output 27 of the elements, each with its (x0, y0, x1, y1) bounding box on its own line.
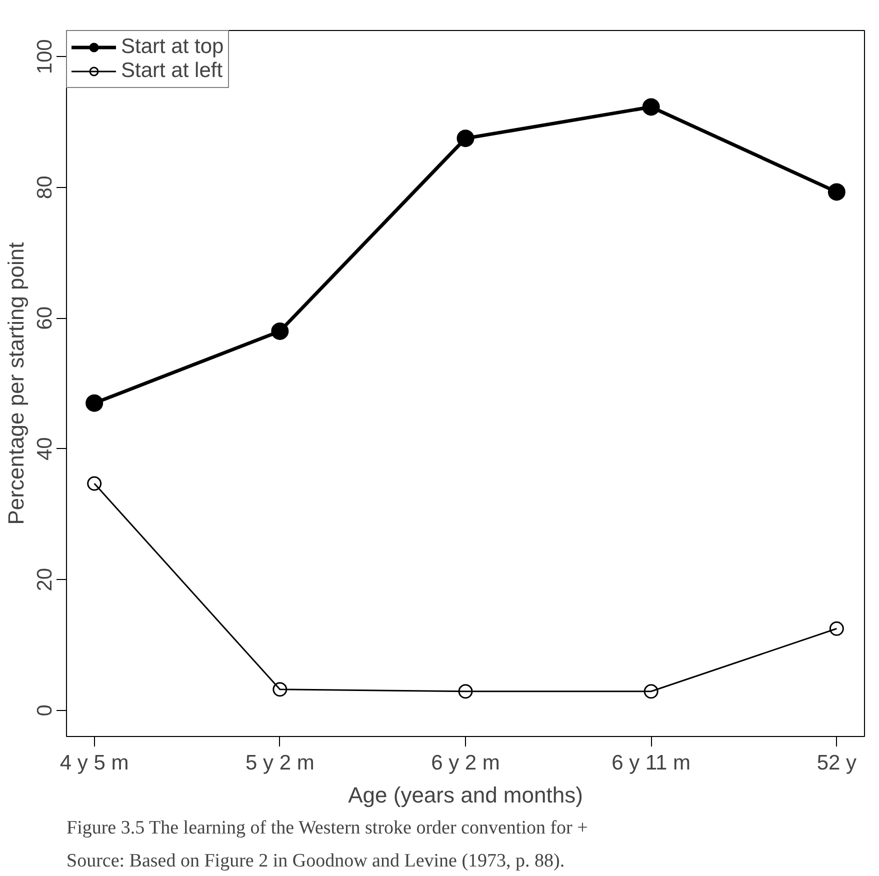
point (86, 394, 104, 412)
x-tick-label: 52 y (816, 752, 858, 774)
point (642, 98, 660, 116)
y-tick-label: 100 (34, 39, 56, 74)
point (456, 130, 474, 148)
x-tick-label: 6 y 2 m (431, 752, 500, 774)
point (272, 682, 288, 697)
x-tick-label: 5 y 2 m (245, 752, 314, 774)
caption: Figure 3.5 The learning of the Western stroke order convention for + (66, 818, 588, 838)
point (271, 322, 289, 340)
point (458, 684, 473, 699)
x-tick-label: 4 y 5 m (60, 752, 129, 774)
point (644, 684, 658, 699)
y-tick-label: 40 (34, 437, 56, 461)
point (829, 621, 844, 636)
y-tick-label: 0 (34, 704, 56, 716)
legend-label: Start at left (121, 59, 223, 83)
x-axis-title: Age (years and months) (348, 782, 583, 808)
y-axis-title: Percentage per starting point (4, 242, 28, 525)
point (828, 183, 846, 201)
source-note: Source: Based on Figure 2 in Goodnow and Levine (1973, p. 88). (66, 850, 565, 872)
y-tick-label: 80 (34, 176, 56, 200)
x-tick-label: 6 y 11 m (612, 752, 691, 774)
y-tick-label: 20 (34, 568, 56, 592)
y-tick-label: 60 (34, 306, 56, 330)
legend-label: Start at top (121, 35, 224, 59)
point (87, 476, 102, 491)
